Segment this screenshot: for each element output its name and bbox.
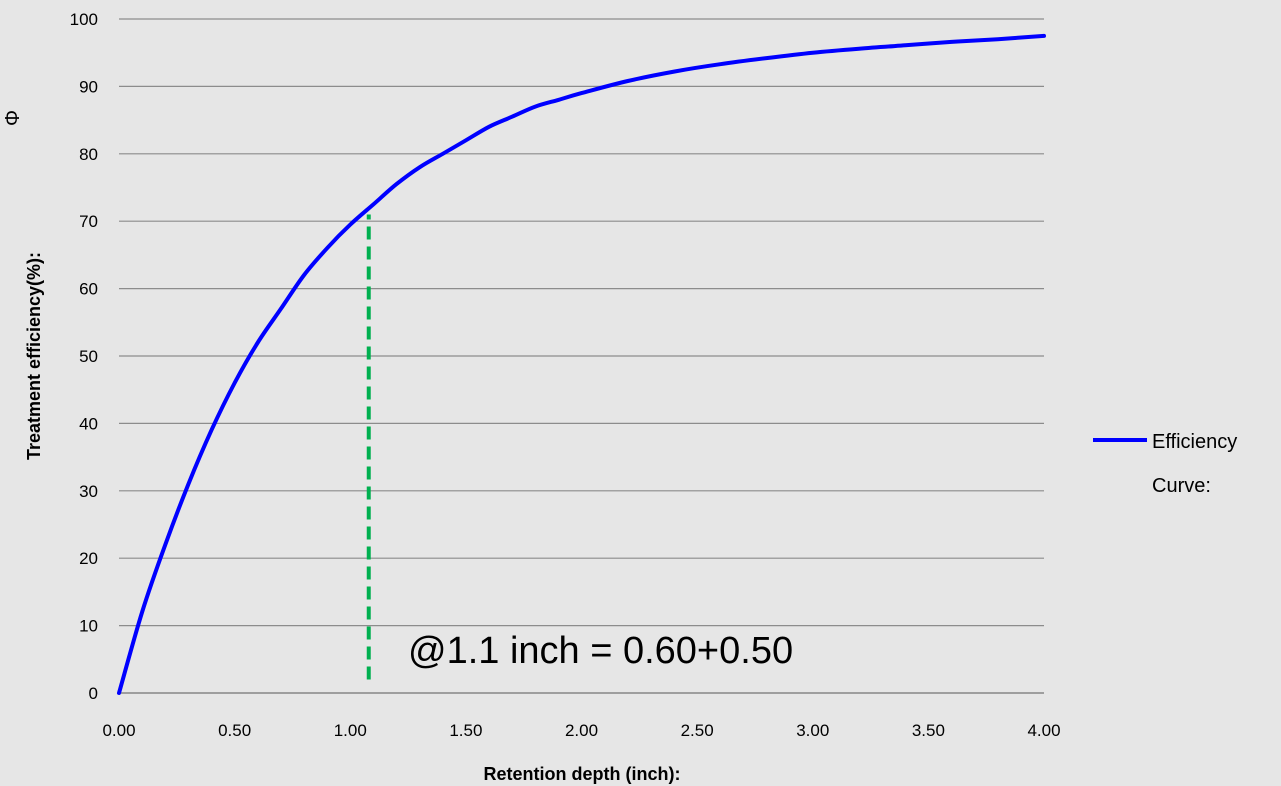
efficiency-curve-line xyxy=(117,33,1046,695)
x-tick-labels: 0.00 0.50 1.00 1.50 2.00 2.50 3.00 3.50 4.00 xyxy=(102,721,1060,740)
y-tick-label: 10 xyxy=(79,617,98,636)
y-axis-title: Treatment efficiency(%): xyxy=(24,252,44,460)
y-tick-label: 100 xyxy=(70,10,98,29)
x-tick-label: 2.00 xyxy=(565,721,598,740)
x-tick-label: 0.00 xyxy=(102,721,135,740)
y-tick-label: 40 xyxy=(79,414,98,433)
y-tick-label: 60 xyxy=(79,280,98,299)
x-tick-label: 1.00 xyxy=(334,721,367,740)
y-tick-label: 20 xyxy=(79,549,98,568)
y-tick-label: 30 xyxy=(79,482,98,501)
x-axis-title: Retention depth (inch): xyxy=(484,764,681,784)
x-tick-label: 3.00 xyxy=(796,721,829,740)
y-tick-label: 0 xyxy=(89,684,98,703)
legend: Efficiency Curve: xyxy=(1093,431,1237,497)
y-tick-label: 70 xyxy=(79,212,98,231)
gridlines xyxy=(119,18,1044,627)
y-tick-labels: 0 10 20 30 40 50 60 70 80 90 100 xyxy=(70,10,98,703)
x-tick-label: 0.50 xyxy=(218,721,251,740)
legend-label-line2: Curve: xyxy=(1152,475,1211,497)
x-tick-label: 4.00 xyxy=(1027,721,1060,740)
y-axis-symbol: Φ xyxy=(2,110,24,126)
legend-label-line1: Efficiency xyxy=(1152,431,1237,453)
y-tick-label: 80 xyxy=(79,145,98,164)
annotation-label: @1.1 inch = 0.60+0.50 xyxy=(408,630,793,672)
y-tick-label: 90 xyxy=(79,77,98,96)
x-tick-label: 3.50 xyxy=(912,721,945,740)
x-tick-label: 2.50 xyxy=(681,721,714,740)
y-tick-label: 50 xyxy=(79,347,98,366)
x-tick-label: 1.50 xyxy=(449,721,482,740)
